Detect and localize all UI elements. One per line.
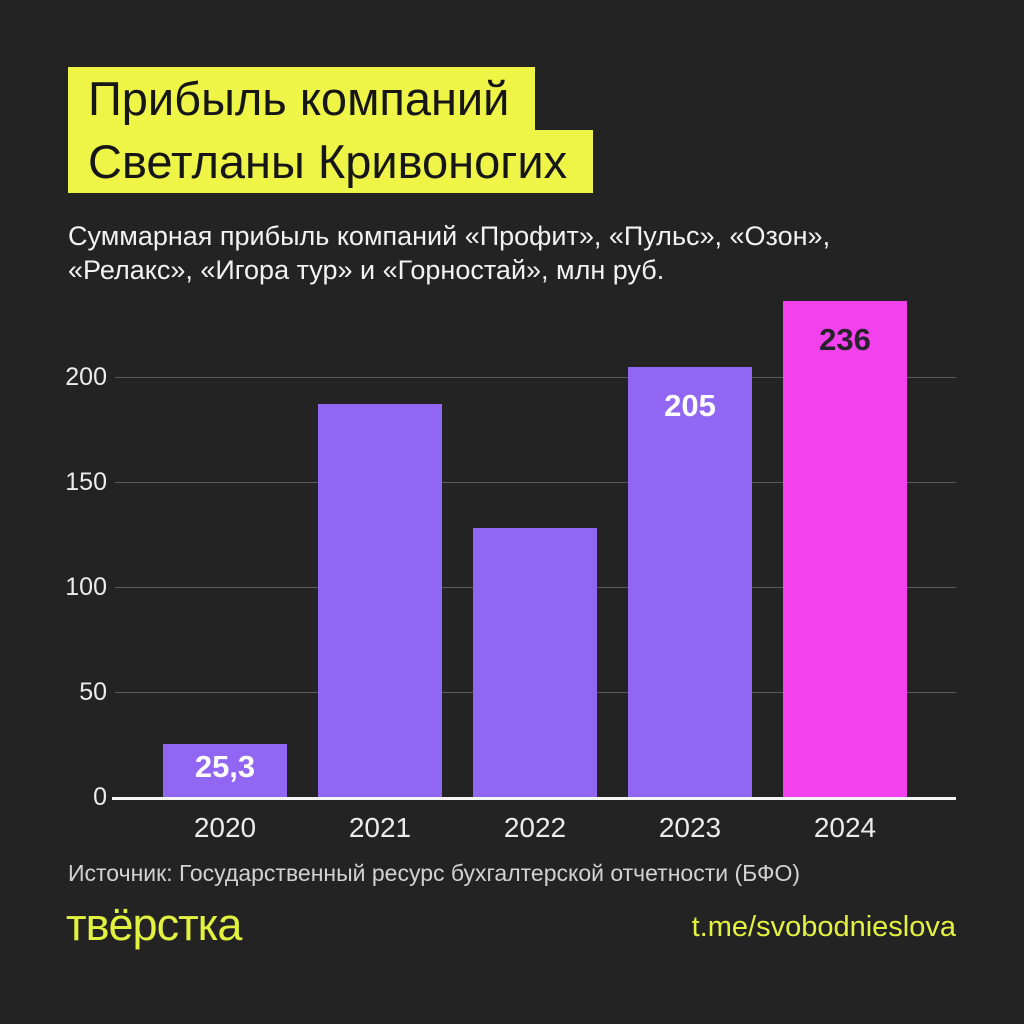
telegram-handle: t.me/svobodnieslova: [691, 911, 956, 943]
x-axis-label-2024: 2024: [813, 812, 877, 843]
x-axis-line: [112, 797, 956, 800]
page-title: Прибыль компаний Светланы Кривоногих: [68, 67, 594, 193]
y-axis-label-0: 0: [93, 783, 107, 811]
bar-value-label-2020: 25,3: [194, 748, 256, 784]
y-axis-label-150: 150: [65, 468, 107, 496]
y-axis-label-100: 100: [65, 573, 107, 601]
title-line-1: Прибыль компаний: [68, 67, 536, 130]
bar-value-label-2024: 236: [819, 322, 871, 358]
bar-2023: 205: [628, 366, 752, 797]
x-axis-label-2023: 2023: [658, 812, 722, 843]
bar-2024: 236: [783, 301, 907, 797]
gridline-200: [115, 377, 956, 378]
source-note: Источник: Государственный ресурс бухгалт…: [68, 860, 801, 886]
x-axis-label-2021: 2021: [348, 812, 412, 843]
chart-subtitle-line-1: Суммарная прибыль компаний «Профит», «Пу…: [68, 221, 831, 251]
gridline-150: [115, 482, 956, 483]
bar-value-label-2023: 205: [664, 387, 716, 423]
x-axis-label-2022: 2022: [503, 812, 567, 843]
bar-2021: [318, 404, 442, 797]
y-axis-label-50: 50: [79, 678, 107, 706]
title-line-2: Светланы Кривоногих: [68, 130, 594, 193]
bar-2020: 25,3: [163, 743, 287, 797]
verstka-logo: твёрстка: [66, 899, 242, 950]
chart-subtitle: Суммарная прибыль компаний «Профит», «Пу…: [68, 219, 830, 287]
y-axis-label-200: 200: [65, 363, 107, 391]
x-axis-label-2020: 2020: [193, 812, 257, 843]
chart-subtitle-line-2: «Релакс», «Игора тур» и «Горностай», млн…: [68, 255, 665, 285]
bar-2022: [473, 528, 597, 797]
